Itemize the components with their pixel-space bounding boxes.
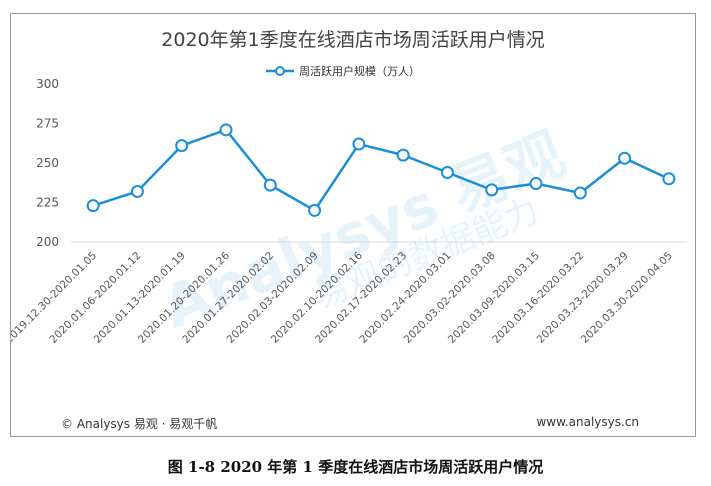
chart-title: 2020年第1季度在线酒店市场周活跃用户情况	[161, 29, 544, 51]
legend-marker-swatch	[275, 66, 285, 76]
series-line	[92, 128, 670, 212]
data-point	[219, 123, 233, 137]
data-point	[662, 172, 676, 186]
data-point	[86, 199, 100, 213]
y-tick-label: 200	[36, 235, 59, 249]
data-point	[618, 151, 632, 165]
data-point	[175, 139, 189, 153]
footer-url: www.analysys.cn	[536, 415, 639, 429]
y-tick-label: 225	[36, 196, 59, 210]
legend-label: 周活跃用户规模（万人）	[299, 64, 420, 78]
x-tick-label: 2020.01.06-2020.01.12	[47, 250, 143, 346]
y-tick-label: 300	[36, 77, 59, 91]
y-tick-label: 275	[36, 117, 59, 131]
data-point	[396, 148, 410, 162]
line-chart: Analysys 易观 易观的数据能力 2020年第1季度在线酒店市场周活跃用户…	[11, 29, 687, 346]
data-point	[130, 184, 144, 198]
x-tick-label: 2020.03.16-2020.03.22	[490, 250, 586, 346]
plot-area	[86, 123, 676, 217]
data-point	[352, 137, 366, 151]
data-point	[440, 165, 454, 179]
data-point	[573, 186, 587, 200]
x-tick-label: 2020.03.30-2020.04.05	[579, 250, 675, 346]
y-tick-label: 250	[36, 156, 59, 170]
data-point	[308, 203, 322, 217]
legend: 周活跃用户规模（万人）	[266, 64, 420, 78]
x-tick-label: 2020.03.23-2020.03.29	[535, 250, 631, 346]
x-tick-label: 2020.03.09-2020.03.15	[446, 250, 542, 346]
data-point	[529, 177, 543, 191]
y-axis: 200 225 250 275 300	[36, 77, 59, 249]
data-point	[263, 178, 277, 192]
footer-source: © Analysys 易观 · 易观千帆	[61, 417, 218, 431]
chart-frame: Analysys 易观 易观的数据能力 2020年第1季度在线酒店市场周活跃用户…	[10, 13, 696, 437]
figure-caption: 图 1-8 2020 年第 1 季度在线酒店市场周活跃用户情况	[167, 458, 544, 476]
data-point	[485, 183, 499, 197]
